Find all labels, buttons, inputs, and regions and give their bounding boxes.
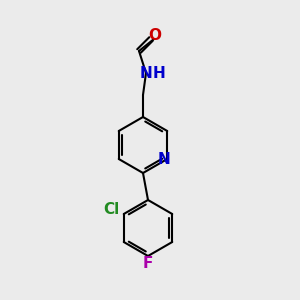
Text: N: N <box>140 65 152 80</box>
Text: Cl: Cl <box>103 202 120 217</box>
Text: F: F <box>143 256 153 272</box>
Text: H: H <box>153 65 165 80</box>
Text: N: N <box>158 152 171 166</box>
Text: O: O <box>148 28 161 44</box>
